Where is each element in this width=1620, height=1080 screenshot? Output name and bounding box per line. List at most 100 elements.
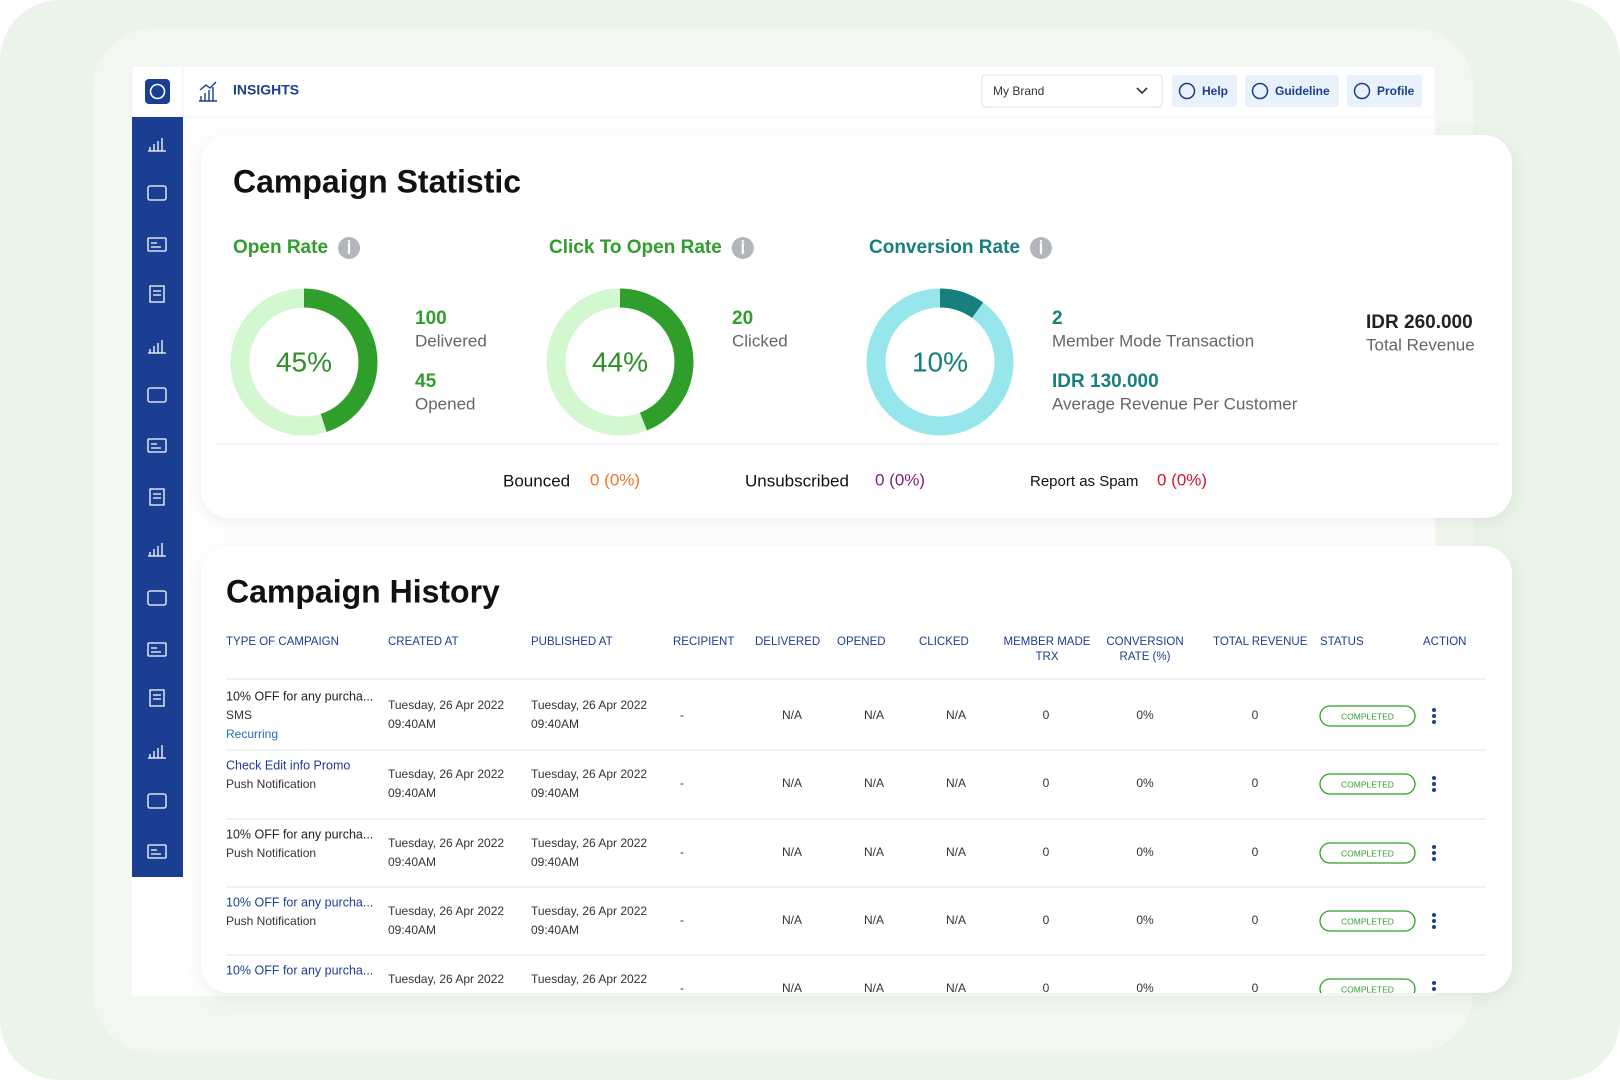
action-dot[interactable] bbox=[1432, 913, 1436, 917]
total-value: IDR 260.000 bbox=[1366, 312, 1473, 333]
icon-shape bbox=[148, 138, 166, 152]
cell: N/A bbox=[864, 708, 884, 722]
cell: 0 bbox=[1043, 708, 1050, 722]
icon-shape bbox=[151, 242, 161, 248]
date-cell: Tuesday, 26 Apr 2022 bbox=[531, 836, 647, 850]
date-cell: Tuesday, 26 Apr 2022 bbox=[531, 972, 647, 986]
header-button[interactable] bbox=[1347, 75, 1422, 107]
nav-icon[interactable] bbox=[147, 438, 167, 453]
campaign-name[interactable]: Check Edit info Promo bbox=[226, 758, 350, 772]
header-button[interactable] bbox=[1245, 75, 1339, 107]
figure-value: 100 bbox=[415, 308, 447, 329]
figure-label: Opened bbox=[415, 394, 476, 413]
date-cell: Tuesday, 26 Apr 2022 bbox=[388, 698, 504, 712]
nav-icon[interactable] bbox=[147, 844, 167, 859]
status-pill bbox=[1319, 705, 1416, 727]
column-header: TOTAL REVENUE bbox=[1213, 636, 1308, 648]
action-dot[interactable] bbox=[1432, 925, 1436, 929]
action-dot[interactable] bbox=[1432, 845, 1436, 849]
column-header: CONVERSION bbox=[1106, 636, 1183, 648]
action-dot[interactable] bbox=[1432, 714, 1436, 718]
brand-select-value: My Brand bbox=[993, 84, 1044, 98]
cell: - bbox=[680, 913, 684, 927]
nav-icon[interactable] bbox=[149, 285, 165, 303]
cell: N/A bbox=[946, 913, 966, 927]
column-header: PUBLISHED AT bbox=[531, 636, 613, 648]
cell: 0 bbox=[1252, 845, 1259, 859]
campaign-channel: SMS bbox=[226, 708, 252, 722]
cell: 0% bbox=[1136, 913, 1154, 927]
cell: 0 bbox=[1043, 776, 1050, 790]
status-pill bbox=[1319, 773, 1416, 795]
nav-icon[interactable] bbox=[147, 185, 167, 201]
action-dot[interactable] bbox=[1432, 720, 1436, 724]
nav-icon[interactable] bbox=[149, 488, 165, 506]
icon-shape bbox=[151, 443, 161, 449]
column-header: STATUS bbox=[1320, 636, 1364, 648]
cell: N/A bbox=[782, 913, 802, 927]
date-cell: Tuesday, 26 Apr 2022 bbox=[531, 904, 647, 918]
logo[interactable] bbox=[145, 79, 170, 104]
action-dot[interactable] bbox=[1432, 919, 1436, 923]
action-dot[interactable] bbox=[1432, 788, 1436, 792]
cell: 0% bbox=[1136, 981, 1154, 995]
action-dot[interactable] bbox=[1432, 987, 1436, 991]
action-dot[interactable] bbox=[1432, 981, 1436, 985]
metric-title: Click To Open Rate bbox=[549, 237, 722, 258]
nav-icon[interactable] bbox=[148, 745, 166, 759]
nav-icon[interactable] bbox=[147, 590, 167, 606]
icon-shape bbox=[148, 745, 166, 759]
nav-icon[interactable] bbox=[149, 689, 165, 707]
figure-value: IDR 130.000 bbox=[1052, 371, 1159, 392]
delivery-issues: Bounced 0 (0%) Unsubscribed 0 (0%) Report as… bbox=[503, 470, 1207, 490]
column-header: ACTION bbox=[1423, 636, 1466, 648]
action-dot[interactable] bbox=[1432, 857, 1436, 861]
date-cell: 09:40AM bbox=[531, 786, 579, 800]
icon-shape bbox=[147, 387, 167, 403]
icon-shape bbox=[149, 689, 165, 707]
nav-icon[interactable] bbox=[147, 237, 167, 252]
cell: 0 bbox=[1252, 776, 1259, 790]
header-buttons: Help Guideline Profile bbox=[1172, 75, 1422, 107]
icon-shape bbox=[148, 340, 166, 354]
nav-icon[interactable] bbox=[147, 642, 167, 657]
date-cell: Tuesday, 26 Apr 2022 bbox=[531, 767, 647, 781]
status-label: COMPLETED bbox=[1341, 711, 1394, 721]
action-dot[interactable] bbox=[1432, 708, 1436, 712]
nav-icon[interactable] bbox=[147, 793, 167, 809]
action-dot[interactable] bbox=[1432, 776, 1436, 780]
cell: 0% bbox=[1136, 776, 1154, 790]
column-header: OPENED bbox=[837, 636, 886, 648]
donut-label: 45% bbox=[276, 346, 332, 377]
button-icon bbox=[1353, 82, 1371, 100]
cell: 0 bbox=[1043, 845, 1050, 859]
cell: - bbox=[680, 845, 684, 859]
cell: - bbox=[680, 981, 684, 995]
action-dot[interactable] bbox=[1432, 782, 1436, 786]
cell: - bbox=[680, 776, 684, 790]
cell: N/A bbox=[864, 913, 884, 927]
nav-icon[interactable] bbox=[148, 138, 166, 152]
donut-label: 10% bbox=[912, 346, 968, 377]
figure-label: Clicked bbox=[732, 331, 788, 350]
campaign-name[interactable]: 10% OFF for any purcha... bbox=[226, 895, 373, 909]
button-icon bbox=[1251, 82, 1269, 100]
campaign-name[interactable]: 10% OFF for any purcha... bbox=[226, 963, 373, 977]
brand-select[interactable] bbox=[981, 74, 1163, 108]
nav-icon[interactable] bbox=[148, 340, 166, 354]
button-label: Profile bbox=[1377, 84, 1415, 98]
status-label: COMPLETED bbox=[1341, 984, 1394, 994]
figure-label: Average Revenue Per Customer bbox=[1052, 394, 1298, 413]
cell: N/A bbox=[782, 981, 802, 995]
nav-icon[interactable] bbox=[148, 543, 166, 557]
cell: N/A bbox=[946, 981, 966, 995]
cell: - bbox=[680, 708, 684, 722]
cell: 0 bbox=[1043, 981, 1050, 995]
nav-icon[interactable] bbox=[147, 387, 167, 403]
cell: N/A bbox=[782, 845, 802, 859]
column-header: CREATED AT bbox=[388, 636, 459, 648]
issue-value: 0 (0%) bbox=[590, 470, 640, 489]
action-dot[interactable] bbox=[1432, 851, 1436, 855]
status-label: COMPLETED bbox=[1341, 779, 1394, 789]
date-cell: Tuesday, 26 Apr 2022 bbox=[388, 767, 504, 781]
